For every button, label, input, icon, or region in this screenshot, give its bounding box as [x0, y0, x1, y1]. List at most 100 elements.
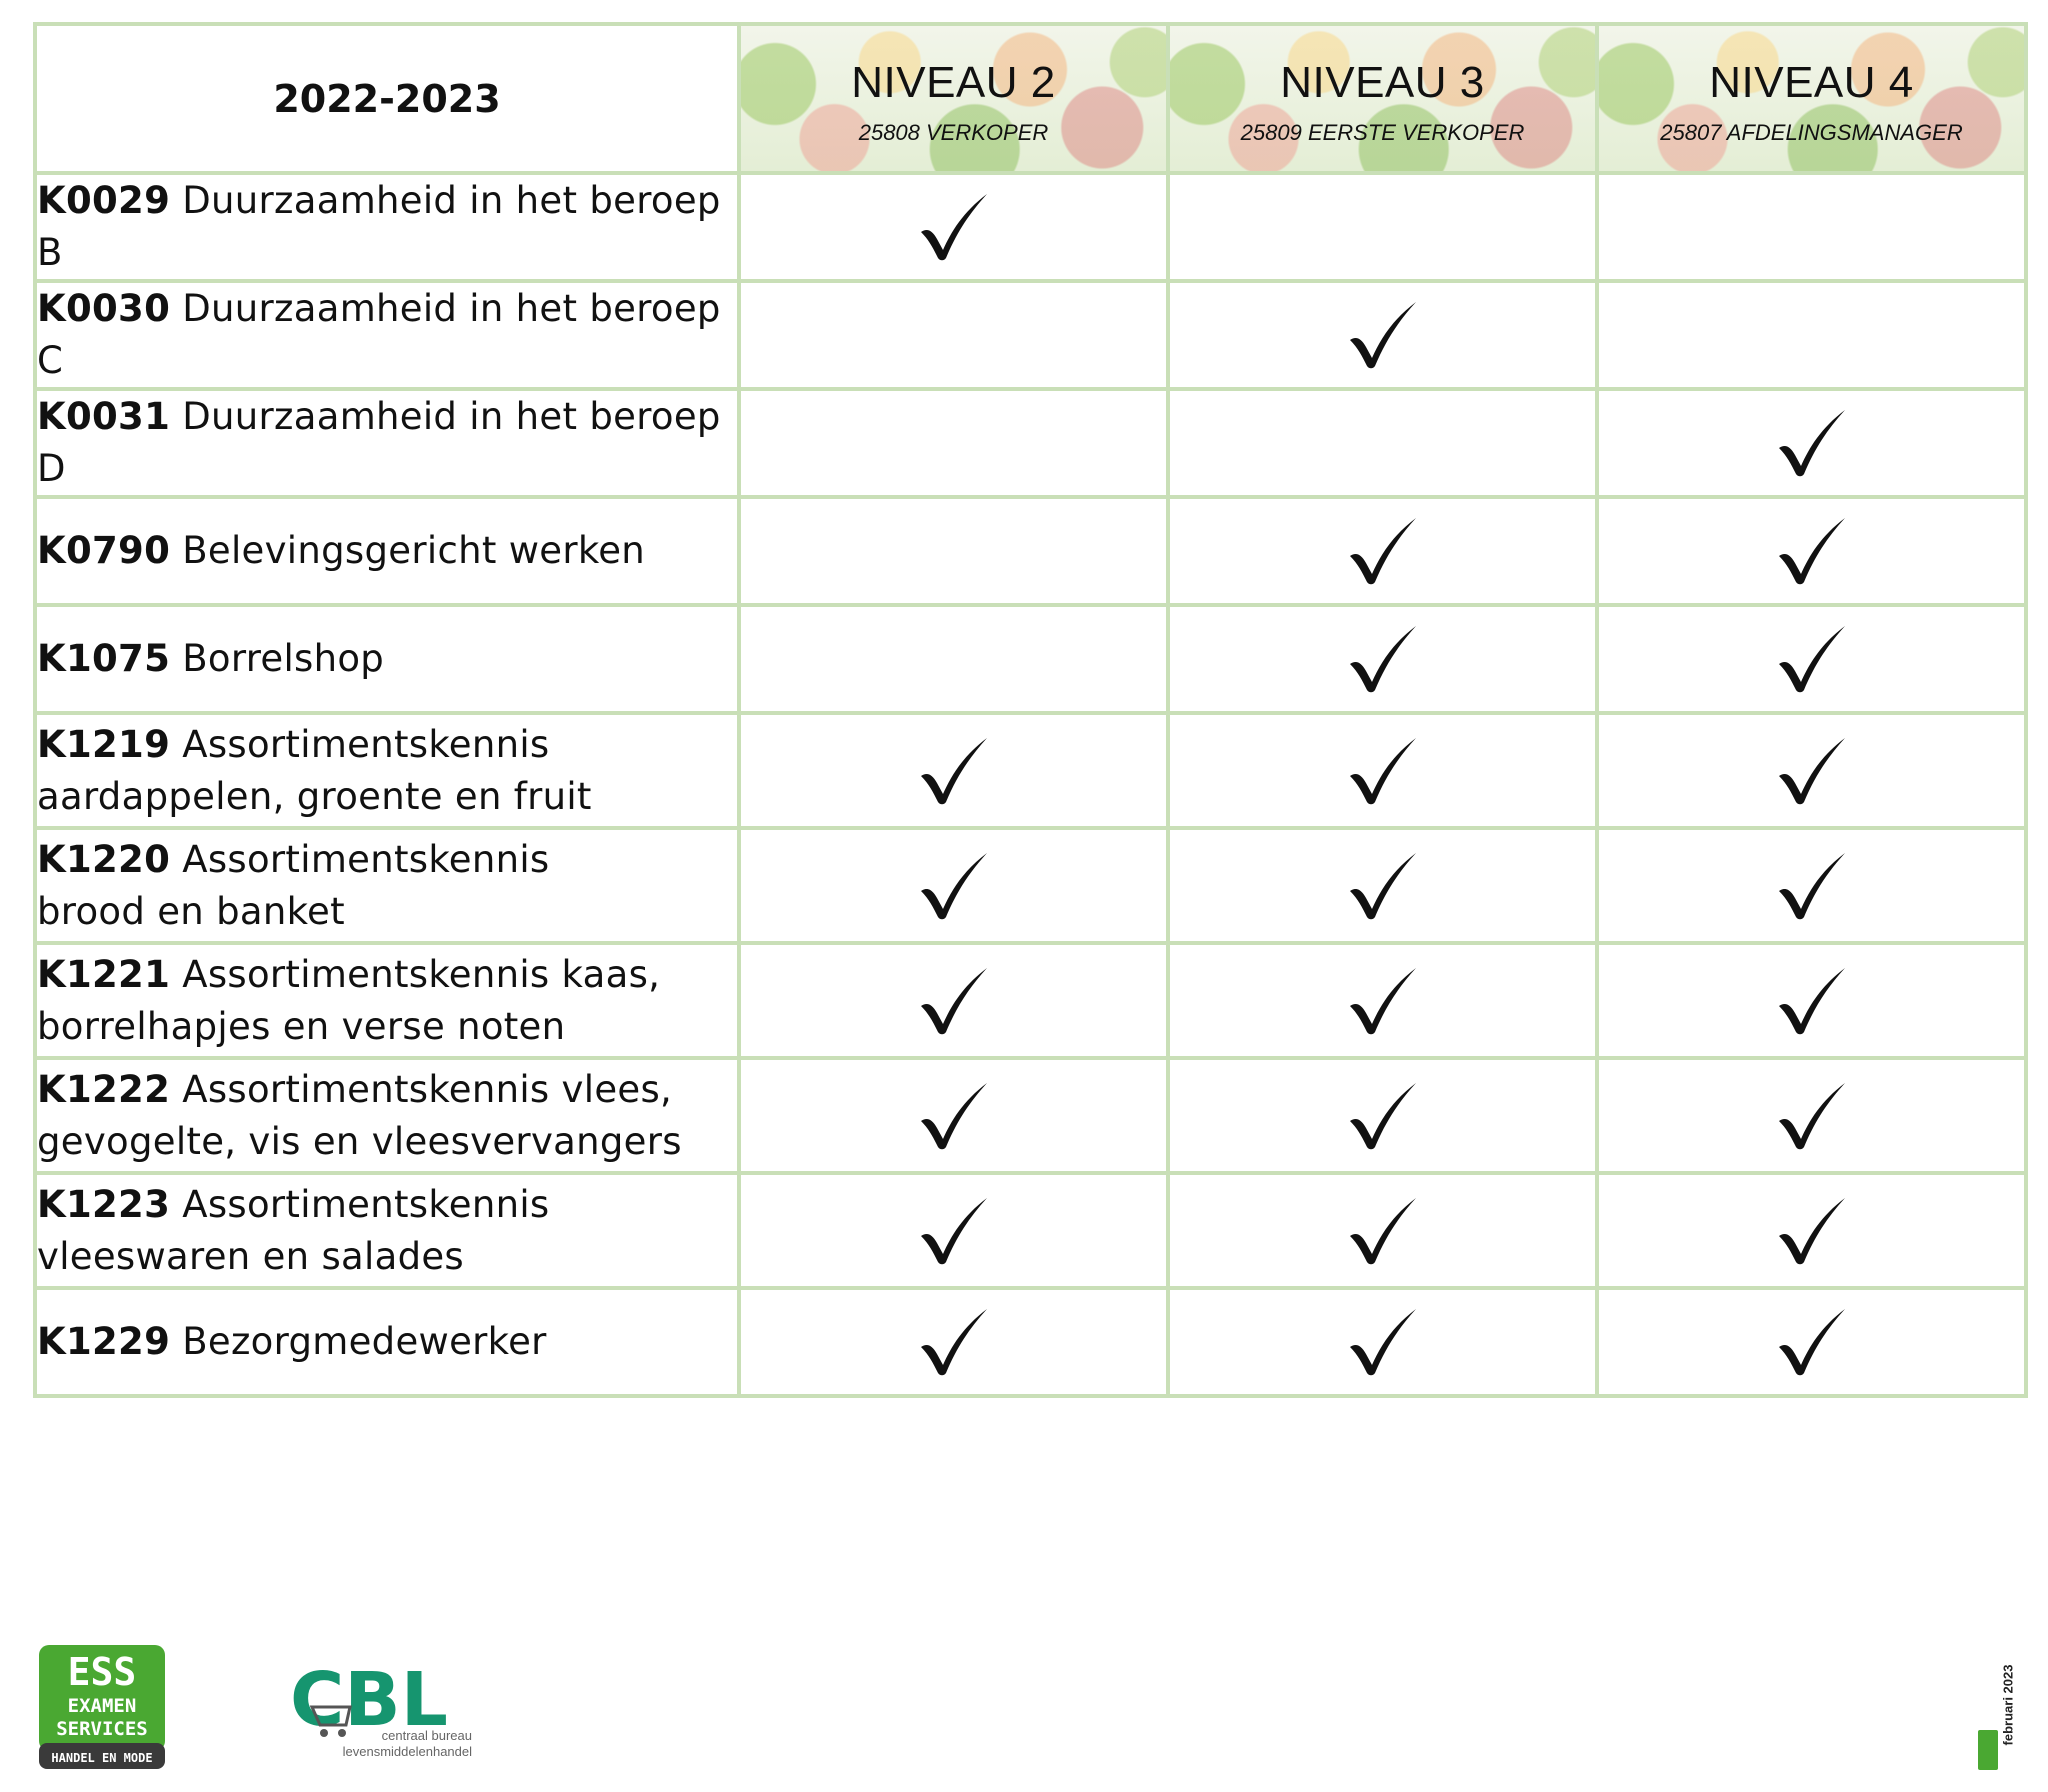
cbl-subtitle-line2: levensmiddelenhandel	[342, 1744, 472, 1759]
level-cell	[1166, 711, 1599, 830]
checkmark-icon	[1349, 626, 1416, 693]
checkmark-icon	[920, 1197, 987, 1264]
level-cell	[1595, 1171, 2028, 1290]
level-header-4: NIVEAU 4 25807 AFDELINGSMANAGER	[1595, 22, 2028, 175]
level-cell	[737, 1056, 1170, 1175]
course-cell: K1221 Assortimentskennis kaas, borrelhapj…	[33, 941, 741, 1060]
level-cell	[1595, 279, 2028, 391]
level-cell	[737, 171, 1170, 283]
table-row: K1219 Assortimentskennis aardappelen, gro…	[33, 711, 2028, 830]
course-title: Bezorgmedewerker	[182, 1320, 547, 1363]
level-cell	[1595, 941, 2028, 1060]
header-row: 2022-2023 NIVEAU 2 25808 VERKOPER NIVEAU…	[33, 22, 2028, 175]
checkmark-icon	[920, 967, 987, 1034]
ess-logo-line3: SERVICES	[56, 1718, 148, 1740]
checkmark-icon	[1349, 1309, 1416, 1376]
course-title-line: K1075 Borrelshop	[37, 633, 737, 685]
level-cell	[1595, 1056, 2028, 1175]
table-row: K1220 Assortimentskennis brood en banket	[33, 826, 2028, 945]
ess-logo: ESS EXAMEN SERVICES HANDEL EN MODE	[39, 1645, 165, 1769]
level-header-2: NIVEAU 2 25808 VERKOPER	[737, 22, 1170, 175]
course-code: K0029	[37, 179, 171, 222]
course-cell: K1229 Bezorgmedewerker	[33, 1286, 741, 1398]
checkmark-icon	[1778, 626, 1845, 693]
level-cell	[1166, 941, 1599, 1060]
table-row: K1222 Assortimentskennis vlees, gevogelte…	[33, 1056, 2028, 1175]
level-cell	[1166, 1171, 1599, 1290]
level-cell	[737, 1286, 1170, 1398]
course-title: Assortimentskennis vlees,	[182, 1067, 673, 1111]
course-cell: K1223 Assortimentskennis vleeswaren en sa…	[33, 1171, 741, 1290]
course-title: Assortimentskennis	[182, 722, 550, 766]
level-cell	[1166, 495, 1599, 607]
course-cell: K0030 Duurzaamheid in het beroep C	[33, 279, 741, 391]
level-cell	[1595, 826, 2028, 945]
level-subtitle: 25808 VERKOPER	[858, 119, 1049, 145]
checkmark-icon	[1349, 518, 1416, 585]
level-cell	[1595, 171, 2028, 283]
ess-logo-line1: ESS	[68, 1650, 137, 1694]
course-code: K1222	[37, 1067, 171, 1111]
course-code: K1220	[37, 837, 171, 881]
ess-mini-logo	[1978, 1730, 1998, 1770]
course-title-line: K1219 Assortimentskennis	[37, 719, 737, 771]
level-cell	[1595, 495, 2028, 607]
course-code: K1075	[37, 637, 171, 680]
date-label: februari 2023	[2000, 1664, 2016, 1746]
checkmark-icon	[1778, 410, 1845, 477]
checkmark-icon	[1349, 852, 1416, 919]
level-subtitle: 25809 EERSTE VERKOPER	[1240, 119, 1525, 145]
level-cell	[737, 826, 1170, 945]
checkmark-icon	[1349, 1082, 1416, 1149]
level-title: NIVEAU 3	[1280, 57, 1485, 107]
course-title: Duurzaamheid in het beroep D	[37, 395, 721, 490]
course-cell: K1219 Assortimentskennis aardappelen, gro…	[33, 711, 741, 830]
checkmark-icon	[920, 1082, 987, 1149]
course-title-line: K1222 Assortimentskennis vlees,	[37, 1064, 737, 1116]
course-title-line2: vleeswaren en salades	[37, 1234, 464, 1278]
table-row: K1075 Borrelshop	[33, 603, 2028, 715]
table-row: K0790 Belevingsgericht werken	[33, 495, 2028, 607]
course-title: Borrelshop	[182, 637, 385, 680]
checkmark-icon	[1778, 1309, 1845, 1376]
course-title-line: K1221 Assortimentskennis kaas,	[37, 949, 737, 1001]
course-code: K0030	[37, 287, 171, 330]
course-cell: K1222 Assortimentskennis vlees, gevogelte…	[33, 1056, 741, 1175]
level-cell	[1595, 387, 2028, 499]
checkmark-icon	[920, 852, 987, 919]
level-title: NIVEAU 4	[1709, 57, 1914, 107]
ess-logo-tag: HANDEL EN MODE	[51, 1751, 152, 1765]
checkmark-icon	[1778, 1082, 1845, 1149]
level-cell	[737, 279, 1170, 391]
level-cell	[737, 495, 1170, 607]
course-title: Duurzaamheid in het beroep B	[37, 179, 721, 274]
checkmark-icon	[1778, 1197, 1845, 1264]
level-cell	[1166, 603, 1599, 715]
checkmark-icon	[1349, 1197, 1416, 1264]
checkmark-icon	[1349, 967, 1416, 1034]
course-code: K0790	[37, 529, 171, 572]
course-code: K1221	[37, 952, 171, 996]
level-cell	[737, 941, 1170, 1060]
level-cell	[1166, 171, 1599, 283]
course-cell: K0790 Belevingsgericht werken	[33, 495, 741, 607]
course-title-line: K1229 Bezorgmedewerker	[37, 1316, 737, 1368]
course-title-line: K0029 Duurzaamheid in het beroep B	[37, 175, 737, 279]
course-code: K1229	[37, 1320, 171, 1363]
level-cell	[1166, 279, 1599, 391]
level-cell	[737, 1171, 1170, 1290]
checkmark-icon	[920, 1309, 987, 1376]
checkmark-icon	[1349, 302, 1416, 369]
course-title-line: K0790 Belevingsgericht werken	[37, 525, 737, 577]
level-cell	[1166, 826, 1599, 945]
year-label: 2022-2023	[33, 22, 741, 175]
courses-table: 2022-2023 NIVEAU 2 25808 VERKOPER NIVEAU…	[33, 22, 2028, 1398]
table-row: K0031 Duurzaamheid in het beroep D	[33, 387, 2028, 499]
course-title-line2: borrelhapjes en verse noten	[37, 1004, 566, 1048]
cbl-subtitle-line1: centraal bureau	[381, 1728, 472, 1743]
course-cell: K1220 Assortimentskennis brood en banket	[33, 826, 741, 945]
course-title: Duurzaamheid in het beroep C	[37, 287, 721, 382]
course-cell: K1075 Borrelshop	[33, 603, 741, 715]
course-cell: K0029 Duurzaamheid in het beroep B	[33, 171, 741, 283]
cbl-logo-letters: CBL	[290, 1657, 448, 1743]
